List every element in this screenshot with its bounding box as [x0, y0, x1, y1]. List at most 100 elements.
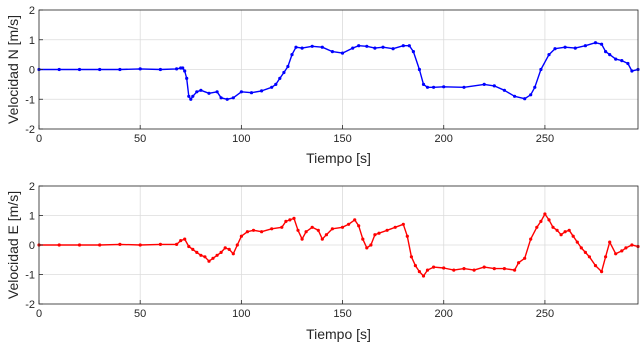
data-point	[630, 69, 634, 73]
data-point	[270, 227, 274, 231]
data-point	[219, 250, 223, 254]
data-point	[553, 47, 557, 51]
data-point	[260, 89, 264, 93]
data-point	[185, 76, 189, 80]
data-point	[482, 265, 486, 269]
data-point	[77, 243, 82, 247]
data-point	[432, 265, 436, 269]
data-point	[523, 256, 527, 260]
data-point	[300, 237, 304, 241]
data-point	[401, 222, 405, 226]
data-point	[417, 67, 421, 72]
data-point	[227, 247, 231, 251]
data-point	[547, 53, 551, 57]
data-point	[539, 219, 543, 223]
data-point	[559, 233, 563, 237]
data-point	[432, 85, 436, 89]
data-point	[286, 64, 290, 69]
data-point	[583, 44, 588, 48]
data-point	[421, 274, 426, 278]
data-point	[385, 228, 389, 232]
data-point	[535, 225, 539, 229]
data-point	[138, 67, 142, 71]
data-point	[425, 268, 430, 272]
data-point	[175, 67, 179, 71]
data-point	[199, 253, 203, 257]
x-tick-label: 150	[333, 308, 351, 320]
data-point	[614, 252, 618, 256]
data-point	[340, 225, 345, 229]
data-point	[593, 264, 598, 268]
data-point	[175, 242, 179, 246]
data-point	[579, 246, 583, 250]
data-point	[239, 234, 243, 238]
data-point	[492, 267, 496, 271]
data-point	[187, 244, 191, 249]
data-point	[189, 97, 193, 101]
data-point	[245, 230, 249, 234]
data-point	[614, 57, 618, 61]
data-point	[626, 61, 630, 66]
data-point	[219, 96, 223, 100]
data-point	[563, 230, 567, 234]
data-point	[620, 249, 624, 253]
data-point	[502, 267, 506, 271]
data-point	[199, 88, 203, 92]
data-point	[320, 237, 324, 241]
data-point	[294, 45, 298, 49]
data-point	[292, 216, 296, 220]
data-point	[274, 82, 278, 86]
data-point	[316, 228, 320, 232]
data-point	[118, 67, 122, 72]
data-point	[231, 252, 235, 256]
data-point	[235, 243, 239, 247]
data-point	[482, 82, 486, 86]
x-tick-label: 250	[536, 308, 554, 320]
data-point	[290, 53, 294, 57]
data-point	[551, 225, 555, 229]
data-point	[409, 255, 413, 259]
data-point	[361, 237, 365, 241]
data-point	[138, 243, 142, 247]
data-point	[502, 88, 506, 92]
data-point	[239, 90, 243, 94]
x-tick-label: 200	[435, 133, 453, 145]
data-point	[191, 247, 195, 251]
data-point	[573, 46, 577, 50]
data-point	[300, 46, 304, 50]
data-point	[533, 85, 537, 89]
data-point	[280, 225, 284, 229]
data-point	[365, 246, 369, 250]
data-point	[181, 66, 185, 70]
data-point	[442, 266, 446, 270]
y-axis-label: Velocidad N [m/s]	[5, 15, 21, 124]
data-point	[225, 97, 229, 101]
data-point	[563, 45, 567, 49]
data-point	[413, 264, 417, 268]
data-point	[296, 228, 300, 232]
data-point	[442, 85, 446, 89]
data-point	[523, 97, 527, 101]
data-point	[381, 45, 385, 49]
data-point	[223, 246, 227, 250]
data-point	[57, 67, 61, 72]
data-point	[310, 44, 314, 48]
y-tick-label: -2	[25, 299, 35, 311]
data-point	[215, 253, 219, 257]
data-point	[191, 94, 195, 98]
data-point	[77, 67, 82, 72]
data-point	[547, 218, 551, 222]
data-point	[472, 268, 476, 272]
x-tick-label: 200	[435, 308, 453, 320]
data-point	[351, 46, 355, 50]
data-point	[183, 237, 187, 241]
data-point	[600, 42, 604, 46]
data-point	[353, 218, 357, 222]
chart-velocidad-n: 0 50 100 150 200 250 -2 -1 0 1 2 Tiempo [s] Velocida…	[5, 5, 640, 166]
data-point	[357, 44, 361, 48]
data-point	[604, 255, 608, 259]
y-tick-label: 0	[29, 240, 35, 252]
data-point	[608, 53, 612, 57]
data-point	[187, 94, 191, 98]
data-point	[517, 261, 521, 265]
